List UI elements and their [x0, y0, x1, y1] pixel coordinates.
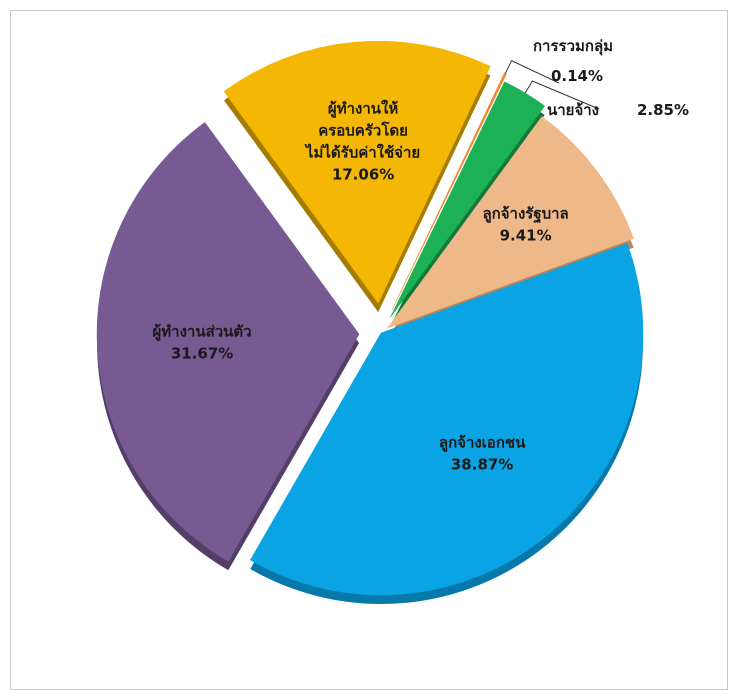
slice-6-value-label: 9.41%	[500, 226, 552, 244]
slice-5-category-label: นายจ้าง	[547, 101, 599, 119]
pie-chart: ลูกจ้างเอกชน 38.87% ผู้ทำงานส่วนตัว 31.67% ผ…	[96, 37, 690, 605]
slice-5	[390, 81, 546, 318]
pie-slices	[96, 40, 644, 596]
slice-1-value-label: 38.87%	[451, 455, 513, 473]
slice-1	[249, 243, 644, 596]
slice-2-category-label: ผู้ทำงานส่วนตัว	[153, 323, 252, 342]
slice-5-value-label: 2.85%	[637, 101, 689, 119]
slice-5-leader-line	[524, 80, 600, 110]
slice-1-category-label: ลูกจ้างเอกชน	[439, 433, 526, 452]
slice-3	[223, 40, 491, 304]
slice-6	[386, 116, 634, 329]
slice-labels: ลูกจ้างเอกชน 38.87% ผู้ทำงานส่วนตัว 31.67% ผ…	[153, 37, 690, 473]
leader-lines	[505, 60, 600, 110]
slice-3-category-label: ไม่ได้รับค่าใช้จ่าย	[304, 142, 420, 161]
slice-4-category-label: การรวมกลุ่ม	[533, 37, 613, 56]
slice-3-category-label: ผู้ทำงานให้	[328, 99, 398, 118]
slice-4-value-label: 0.14%	[551, 67, 603, 85]
slice-2-value-label: 31.67%	[171, 345, 233, 363]
slice-4	[392, 72, 507, 310]
slice-6-category-label: ลูกจ้างรัฐบาล	[482, 204, 568, 223]
slice-3-value-label: 17.06%	[332, 165, 394, 183]
slice-3-category-label: ครอบครัวโดย	[318, 120, 408, 139]
chart-frame: ลูกจ้างเอกชน 38.87% ผู้ทำงานส่วนตัว 31.67% ผ…	[10, 10, 728, 690]
slice-4-leader-line	[505, 60, 560, 84]
slice-2	[96, 122, 360, 562]
